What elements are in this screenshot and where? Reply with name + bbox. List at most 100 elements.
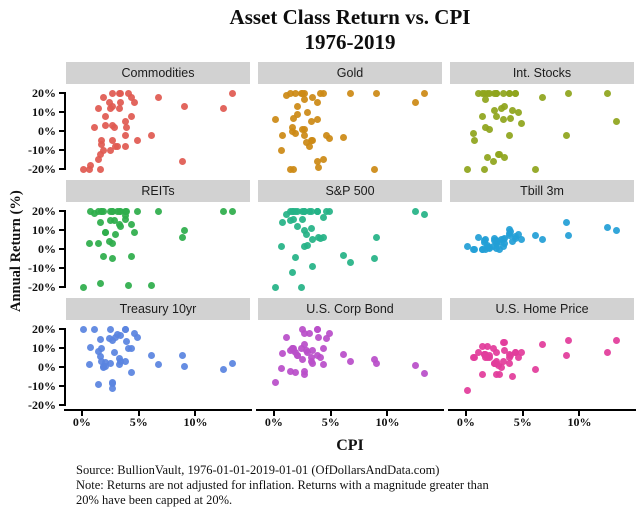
facet-panel-tbill-3m: Tbill 3m bbox=[450, 180, 634, 291]
data-point bbox=[531, 165, 539, 173]
data-point bbox=[320, 156, 328, 164]
data-point bbox=[109, 240, 117, 248]
data-point bbox=[106, 146, 114, 154]
data-point bbox=[481, 95, 489, 103]
data-point bbox=[501, 234, 509, 242]
data-point bbox=[121, 131, 129, 139]
data-point bbox=[499, 89, 507, 97]
data-point bbox=[294, 351, 302, 359]
y-axis-tick-label: 0% bbox=[38, 360, 56, 375]
data-point bbox=[371, 255, 379, 263]
y-axis-tick bbox=[59, 267, 65, 270]
data-point bbox=[474, 89, 482, 97]
data-point bbox=[499, 358, 507, 366]
data-point bbox=[501, 154, 509, 162]
data-point bbox=[122, 337, 130, 345]
data-point bbox=[99, 146, 107, 154]
data-point bbox=[538, 93, 546, 101]
data-point bbox=[112, 142, 120, 150]
data-point bbox=[412, 99, 420, 107]
data-point bbox=[313, 325, 321, 333]
y-axis-tick-label: 0% bbox=[38, 124, 56, 139]
x-axis-tick-label: 0% bbox=[456, 415, 475, 429]
y-axis-tick bbox=[59, 385, 65, 388]
data-point bbox=[134, 207, 142, 215]
data-point bbox=[128, 368, 136, 376]
facet-panel-s-p-500: S&P 500 bbox=[258, 180, 442, 291]
data-point bbox=[505, 350, 513, 358]
y-axis-tick-label: 0% bbox=[38, 242, 56, 257]
data-point bbox=[298, 325, 306, 333]
x-axis-line bbox=[448, 409, 636, 411]
data-point bbox=[320, 361, 328, 368]
facet-plot-area: 0% 5% 10% bbox=[256, 320, 444, 429]
data-point bbox=[109, 89, 117, 97]
y-axis-tick bbox=[59, 111, 65, 114]
y-axis-tick bbox=[59, 210, 65, 213]
y-axis-tick-label: 20% bbox=[32, 322, 56, 337]
data-point bbox=[86, 165, 94, 173]
data-point bbox=[90, 209, 98, 217]
data-point bbox=[105, 238, 113, 246]
data-point bbox=[105, 335, 113, 343]
data-point bbox=[303, 139, 311, 147]
facet-panel-treasury-10yr: Treasury 10yr 20% 10% 0% -10% -20% 0% 5% 10% bbox=[28, 298, 252, 429]
data-point bbox=[483, 242, 491, 250]
data-point bbox=[346, 89, 354, 97]
data-point bbox=[604, 224, 612, 232]
data-point bbox=[486, 89, 494, 97]
data-point bbox=[304, 242, 312, 250]
data-point bbox=[339, 350, 347, 358]
data-point bbox=[474, 234, 482, 242]
data-point bbox=[326, 135, 334, 143]
data-point bbox=[372, 360, 380, 368]
data-point bbox=[109, 384, 117, 392]
data-point bbox=[297, 344, 305, 352]
data-point bbox=[105, 99, 113, 107]
data-point bbox=[301, 207, 309, 215]
data-point bbox=[309, 137, 317, 145]
data-point bbox=[463, 386, 471, 394]
data-point bbox=[271, 283, 279, 291]
data-point bbox=[282, 333, 290, 341]
data-point bbox=[463, 165, 471, 173]
facet-plot-area bbox=[258, 84, 442, 173]
data-point bbox=[412, 361, 420, 369]
data-point bbox=[483, 343, 491, 350]
data-point bbox=[282, 91, 290, 99]
data-point bbox=[613, 226, 621, 234]
note-line-2: 20% have been capped at 20%. bbox=[76, 493, 233, 507]
data-point bbox=[421, 210, 429, 218]
data-point bbox=[291, 89, 299, 97]
data-point bbox=[147, 281, 155, 289]
data-point bbox=[147, 131, 155, 139]
data-point bbox=[96, 150, 104, 158]
data-point bbox=[95, 240, 103, 248]
data-point bbox=[483, 154, 491, 162]
data-point bbox=[501, 239, 509, 247]
data-point bbox=[229, 360, 237, 368]
data-point bbox=[90, 124, 98, 132]
y-axis-tick-label: 20% bbox=[32, 204, 56, 219]
data-point bbox=[130, 329, 138, 337]
data-point bbox=[109, 379, 117, 387]
data-point bbox=[301, 226, 309, 234]
data-point bbox=[531, 231, 539, 239]
data-point bbox=[121, 357, 129, 365]
data-point bbox=[128, 93, 136, 101]
data-point bbox=[563, 219, 571, 227]
data-point bbox=[180, 226, 188, 234]
data-point bbox=[316, 89, 324, 97]
data-point bbox=[97, 137, 105, 145]
data-point bbox=[372, 89, 380, 97]
data-point bbox=[287, 367, 295, 375]
y-axis-tick bbox=[59, 366, 65, 369]
facet-strip-label: REITs bbox=[66, 180, 250, 202]
data-point bbox=[371, 165, 379, 173]
data-point bbox=[496, 245, 504, 253]
x-axis-tick bbox=[578, 411, 581, 416]
data-point bbox=[298, 215, 306, 223]
data-point bbox=[112, 333, 120, 341]
data-point bbox=[506, 114, 514, 122]
data-point bbox=[124, 89, 132, 97]
